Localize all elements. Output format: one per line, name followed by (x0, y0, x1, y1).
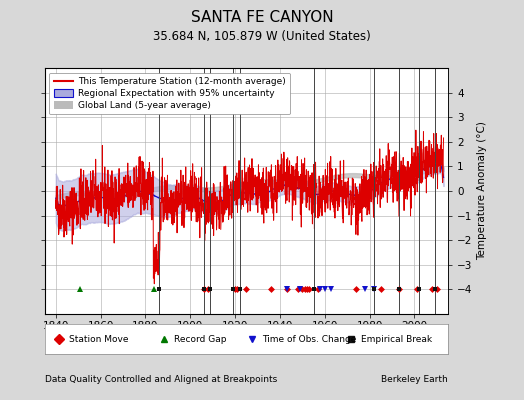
Text: Record Gap: Record Gap (173, 334, 226, 344)
Text: SANTA FE CANYON: SANTA FE CANYON (191, 10, 333, 25)
Text: Station Move: Station Move (69, 334, 128, 344)
Text: Empirical Break: Empirical Break (361, 334, 432, 344)
Text: Time of Obs. Change: Time of Obs. Change (263, 334, 357, 344)
Text: Berkeley Earth: Berkeley Earth (381, 375, 448, 384)
Legend: This Temperature Station (12-month average), Regional Expectation with 95% uncer: This Temperature Station (12-month avera… (49, 72, 290, 114)
Text: Data Quality Controlled and Aligned at Breakpoints: Data Quality Controlled and Aligned at B… (45, 375, 277, 384)
Y-axis label: Temperature Anomaly (°C): Temperature Anomaly (°C) (477, 122, 487, 260)
Text: 35.684 N, 105.879 W (United States): 35.684 N, 105.879 W (United States) (153, 30, 371, 43)
